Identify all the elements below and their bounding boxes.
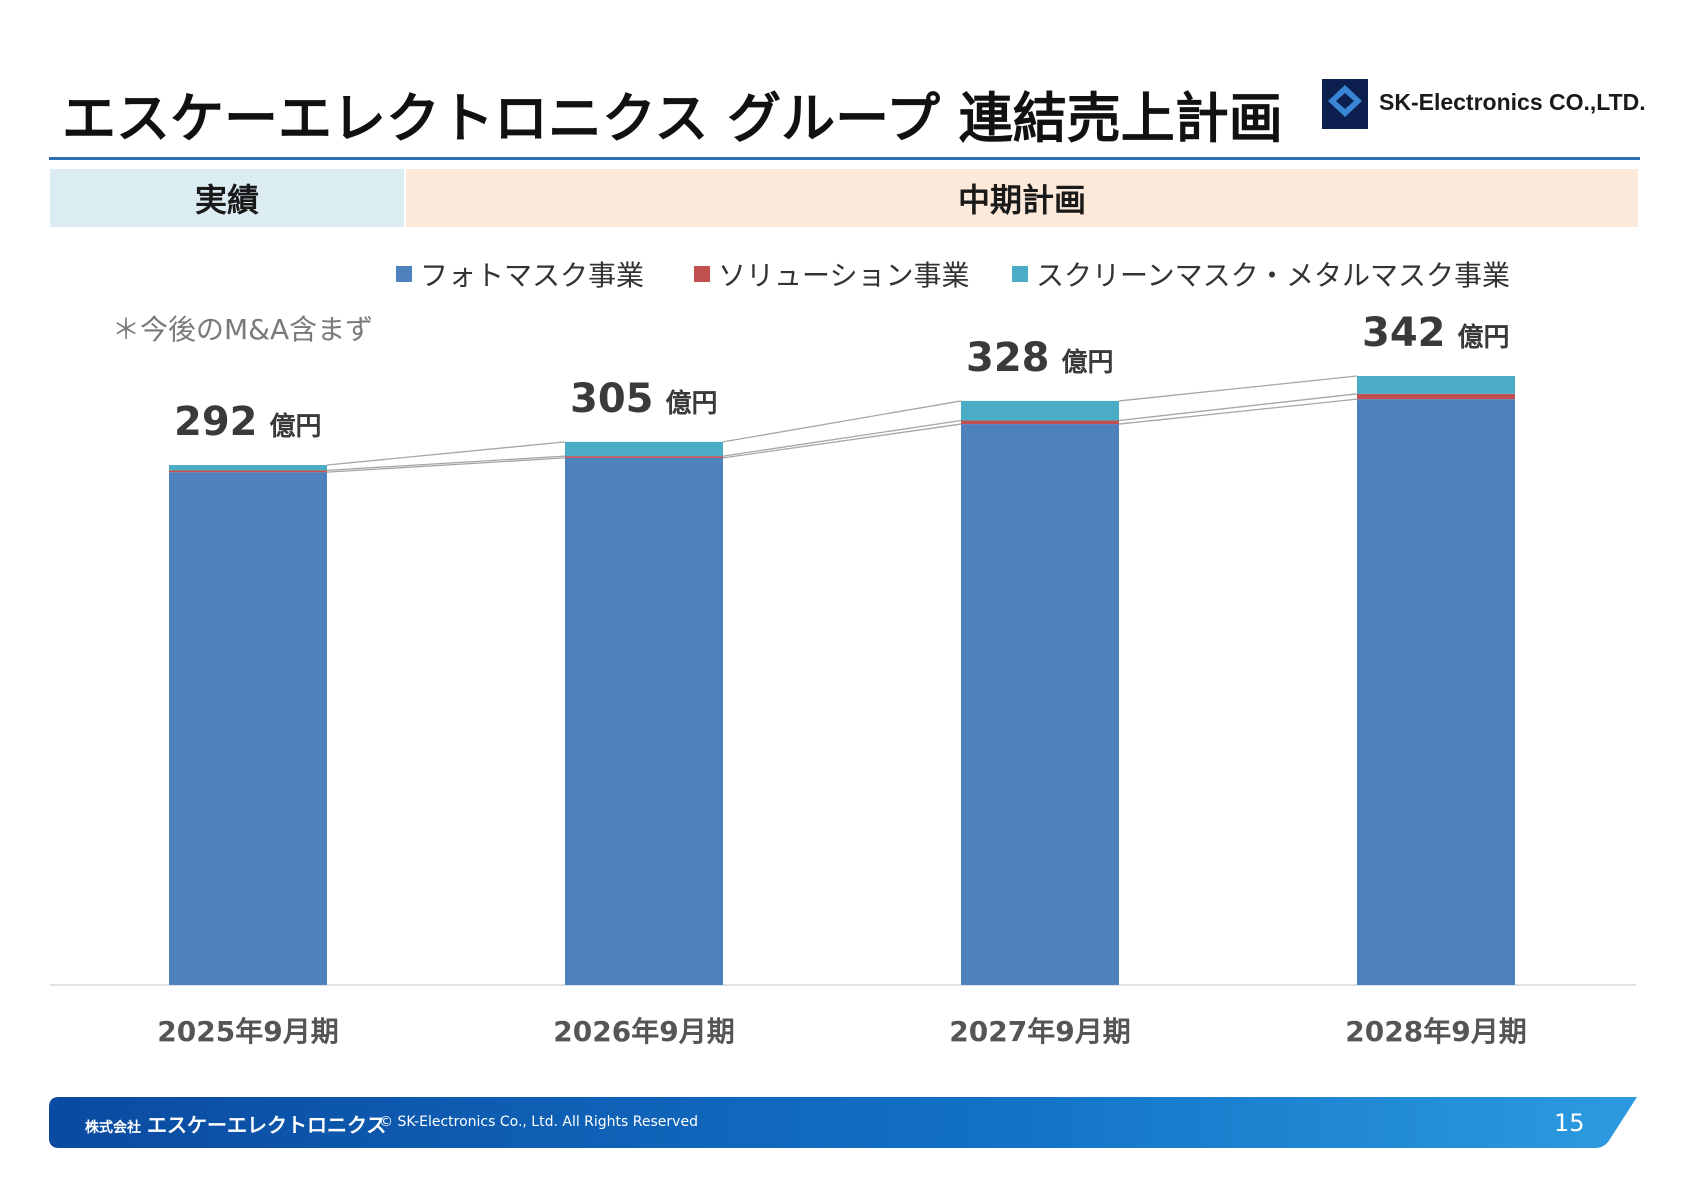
band-plan: 中期計画 [406,169,1638,227]
title-divider [49,157,1640,160]
footer-company-prefix: 株式会社 [85,1120,141,1136]
series-connector-line [722,400,962,443]
page-number: 15 [1554,1109,1585,1137]
series-connector-line [722,419,962,457]
legend-item-solution: ソリューション事業 [694,256,969,292]
legend-item-photomask: フォトマスク事業 [396,256,644,292]
legend-label-screenmask: スクリーンマスク・メタルマスク事業 [1036,259,1511,292]
x-tick-label: 2028年9月期 [1345,1015,1526,1048]
bar-segment-3-4 [1357,376,1515,394]
legend-swatch-screenmask [1012,266,1028,282]
bar-segment-2-3 [961,420,1119,425]
bar-segment-1-4 [1357,399,1515,985]
legend-swatch-photomask [396,266,412,282]
band-actual: 実績 [50,169,404,227]
series-connector-line [326,441,566,466]
bar-segment-2-1 [169,470,327,473]
series-connector-line [1118,375,1358,402]
x-tick-label: 2025年9月期 [157,1015,338,1048]
total-value-label: 342 億円 [1362,310,1510,356]
legend-item-screenmask: スクリーンマスク・メタルマスク事業 [1012,256,1510,292]
series-connector-line [326,455,566,472]
series-connector-line [1118,393,1358,422]
series-connector-line [1118,398,1358,425]
footer-company: 株式会社 エスケーエレクトロニクス [85,1109,386,1138]
legend-label-solution: ソリューション事業 [718,259,970,292]
company-logo: SK-Electronics CO.,LTD. [1322,79,1646,131]
bar-segment-3-2 [565,441,723,457]
series-connector-line [722,423,962,459]
footer-company-name: エスケーエレクトロニクス [147,1113,387,1137]
x-tick-label: 2026年9月期 [553,1015,734,1048]
bar-segment-1-2 [565,457,723,985]
series-connector-line [326,457,566,473]
total-value-label: 305 億円 [570,376,718,422]
chart-note: ＊今後のM&A含まず [112,313,374,346]
total-value-label: 328 億円 [966,335,1114,381]
bar-segment-3-1 [169,465,327,471]
x-tick-label: 2027年9月期 [949,1015,1130,1048]
page-title: エスケーエレクトロニクス グループ 連結売上計画 [62,87,1283,150]
footer-background [49,1097,1637,1148]
bar-segment-3-3 [961,400,1119,421]
total-value-label: 292 億円 [174,399,322,445]
footer-bar: 株式会社 エスケーエレクトロニクス © SK-Electronics Co., L… [49,1097,1637,1148]
footer-copyright: © SK-Electronics Co., Ltd. All Rights Re… [379,1114,698,1130]
bar-segment-2-4 [1357,393,1515,400]
logo-text: SK-Electronics CO.,LTD. [1379,89,1646,115]
legend-swatch-solution [694,266,710,282]
bar-segment-1-3 [961,424,1119,985]
bar-segment-1-1 [169,472,327,985]
legend-label-photomask: フォトマスク事業 [420,259,645,292]
bar-segment-2-2 [565,456,723,458]
logo-mark-icon [1322,79,1368,129]
